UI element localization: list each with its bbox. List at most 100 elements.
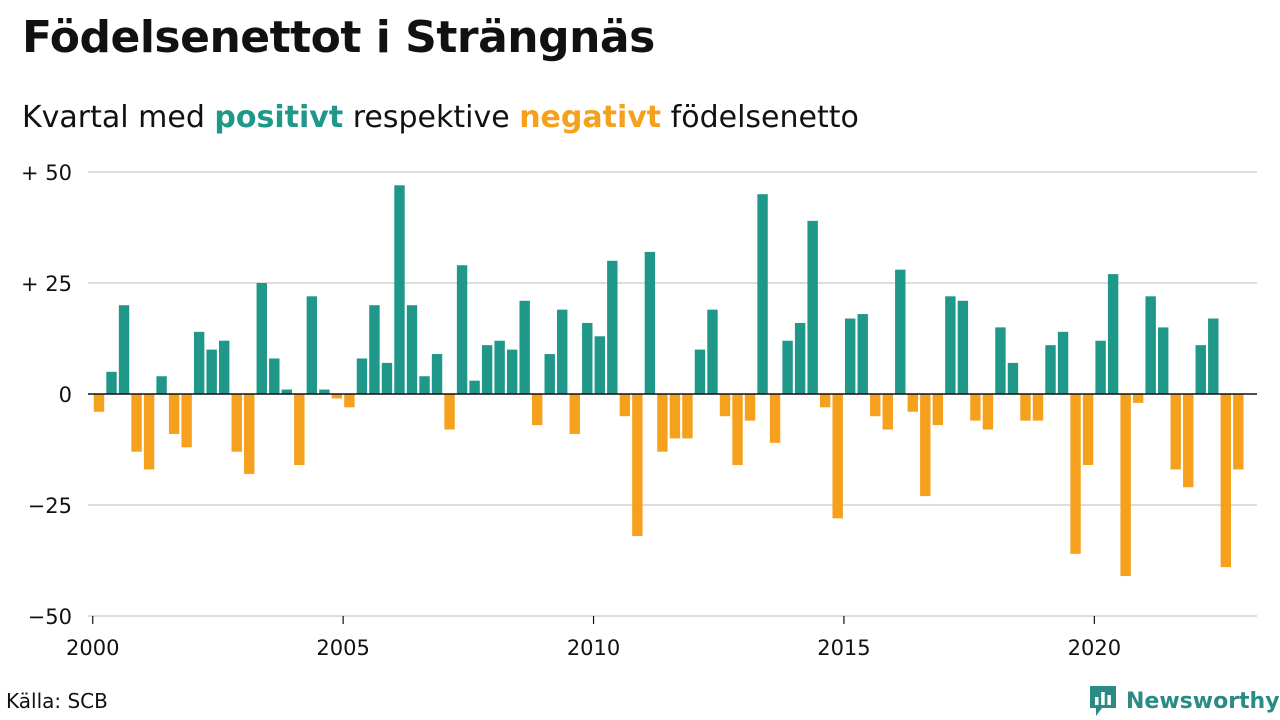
bar bbox=[832, 394, 843, 519]
bar bbox=[1158, 327, 1169, 394]
bar bbox=[281, 389, 292, 394]
bar bbox=[957, 300, 969, 394]
bar bbox=[494, 340, 505, 394]
bar bbox=[682, 394, 693, 439]
bar bbox=[419, 376, 430, 394]
bar bbox=[995, 327, 1006, 394]
y-tick-label: 0 bbox=[59, 383, 72, 407]
bar bbox=[93, 394, 105, 412]
bar bbox=[657, 394, 668, 452]
bar bbox=[156, 376, 167, 394]
subtitle-negative-word: negativt bbox=[519, 100, 662, 135]
bar bbox=[331, 394, 343, 399]
subtitle-prefix: Kvartal med bbox=[22, 100, 215, 135]
bar bbox=[244, 394, 255, 474]
bar bbox=[181, 394, 192, 448]
bar bbox=[1132, 394, 1144, 403]
bar bbox=[1170, 394, 1181, 470]
bar bbox=[719, 394, 731, 417]
bar bbox=[1233, 394, 1244, 470]
bar bbox=[807, 220, 818, 394]
bar bbox=[431, 354, 443, 394]
bar bbox=[106, 371, 117, 394]
bar bbox=[1220, 394, 1231, 568]
bar bbox=[519, 300, 530, 394]
bar-chart-logo-icon bbox=[1090, 686, 1116, 716]
bar bbox=[1070, 394, 1081, 554]
bar bbox=[794, 322, 806, 394]
bar bbox=[306, 296, 318, 394]
bar bbox=[356, 358, 368, 394]
bar bbox=[982, 394, 994, 430]
y-tick-label: + 25 bbox=[21, 272, 72, 296]
bar bbox=[1082, 394, 1094, 466]
bar bbox=[907, 394, 918, 412]
bar bbox=[732, 394, 743, 466]
bar bbox=[506, 349, 518, 394]
bar bbox=[231, 394, 242, 452]
bar bbox=[381, 362, 393, 394]
bar bbox=[619, 394, 631, 417]
bar bbox=[769, 394, 781, 443]
bar bbox=[819, 394, 831, 408]
y-tick-label: −25 bbox=[28, 494, 72, 518]
bar bbox=[256, 283, 267, 394]
bar bbox=[294, 394, 305, 466]
bar bbox=[707, 309, 718, 394]
bar bbox=[1120, 394, 1131, 577]
subtitle-middle: respektive bbox=[343, 100, 520, 135]
bar bbox=[444, 394, 455, 430]
bar bbox=[669, 394, 681, 439]
x-tick-label: 2015 bbox=[817, 636, 870, 660]
bar bbox=[118, 305, 130, 394]
source-label: Källa: SCB bbox=[6, 689, 108, 713]
bar bbox=[269, 358, 280, 394]
bar bbox=[870, 394, 881, 417]
brand-logo: Newsworthy bbox=[1088, 684, 1280, 718]
bar bbox=[857, 314, 868, 394]
bar bbox=[131, 394, 142, 452]
bar bbox=[344, 394, 355, 408]
bar bbox=[532, 394, 543, 426]
chart-title: Födelsenettot i Strängnäs bbox=[22, 12, 655, 63]
bar bbox=[694, 349, 706, 394]
bar bbox=[920, 394, 931, 497]
bar bbox=[945, 296, 956, 394]
x-tick-label: 2000 bbox=[66, 636, 119, 660]
bar bbox=[143, 394, 155, 470]
bar bbox=[582, 322, 593, 394]
bar bbox=[569, 394, 580, 434]
subtitle-positive-word: positivt bbox=[214, 100, 344, 135]
bar bbox=[845, 318, 856, 394]
bar bbox=[607, 260, 618, 394]
bar bbox=[481, 345, 493, 394]
bar bbox=[882, 394, 893, 430]
x-tick-label: 2005 bbox=[316, 636, 369, 660]
bar bbox=[394, 185, 405, 394]
chart-subtitle: Kvartal med positivt respektive negativt… bbox=[22, 100, 859, 135]
bar bbox=[644, 251, 656, 394]
bar bbox=[782, 340, 793, 394]
bar bbox=[557, 309, 568, 394]
bar bbox=[369, 305, 380, 394]
x-tick-label: 2010 bbox=[567, 636, 620, 660]
bar bbox=[1057, 331, 1069, 394]
y-tick-label: −50 bbox=[28, 605, 72, 629]
brand-name: Newsworthy bbox=[1126, 688, 1280, 714]
bar bbox=[193, 331, 205, 394]
bar bbox=[744, 394, 756, 421]
bar bbox=[1032, 394, 1044, 421]
y-tick-label: + 50 bbox=[21, 161, 72, 185]
bar bbox=[1007, 362, 1019, 394]
bar bbox=[544, 354, 555, 394]
bar bbox=[1183, 394, 1194, 488]
bar bbox=[1045, 345, 1056, 394]
bar bbox=[1195, 345, 1206, 394]
bar bbox=[932, 394, 944, 426]
bar bbox=[970, 394, 981, 421]
bar bbox=[757, 194, 768, 394]
bar bbox=[1208, 318, 1219, 394]
bar bbox=[219, 340, 230, 394]
bar bbox=[1107, 274, 1119, 394]
